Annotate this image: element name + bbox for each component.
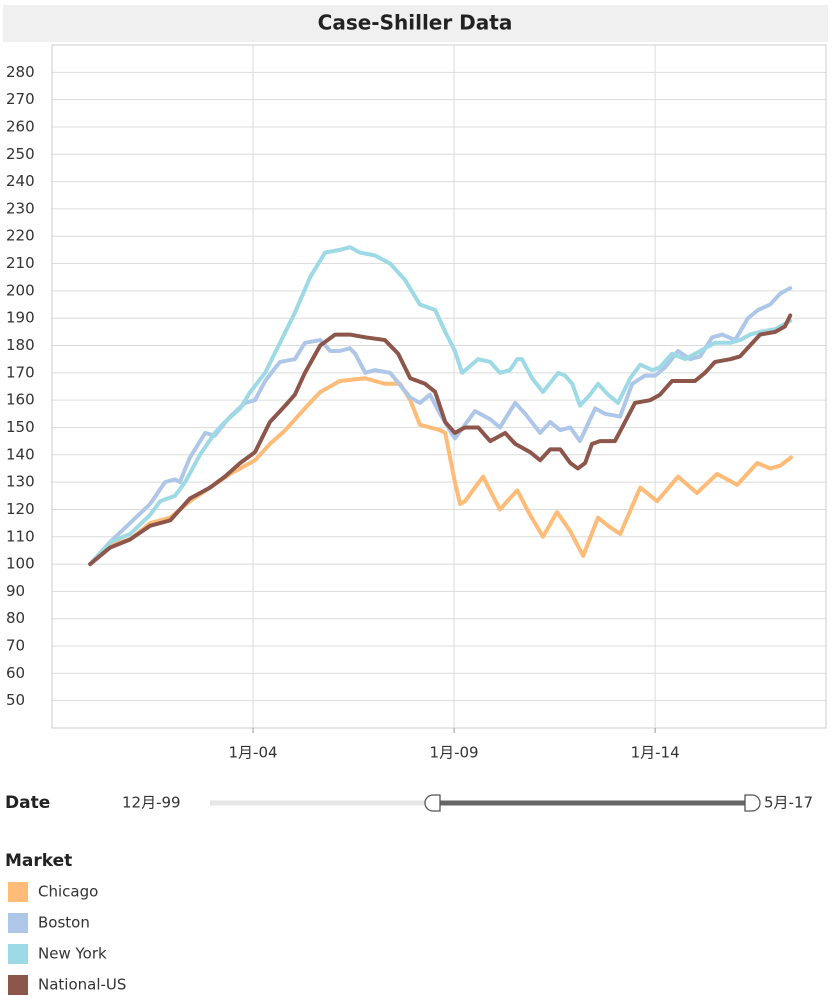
y-tick-label: 120 <box>6 500 35 518</box>
filter-min-label: 12月-99 <box>122 794 181 812</box>
series-line <box>88 313 793 567</box>
grid <box>52 45 826 728</box>
y-tick-label: 280 <box>6 63 35 81</box>
series-line <box>88 376 794 567</box>
y-tick-label: 200 <box>6 281 35 299</box>
y-tick-label: 80 <box>6 609 25 627</box>
y-tick-label: 60 <box>6 664 25 682</box>
y-tick-label: 130 <box>6 473 35 491</box>
legend-label: New York <box>38 945 107 963</box>
legend-title: Market <box>5 851 72 871</box>
y-tick-label: 220 <box>6 227 35 245</box>
title-bar <box>3 5 828 42</box>
legend-swatch <box>8 913 28 933</box>
y-tick-label: 210 <box>6 254 35 272</box>
y-tick-label: 70 <box>6 637 25 655</box>
slider-handle-right[interactable] <box>744 794 761 812</box>
y-tick-label: 110 <box>6 527 35 545</box>
x-tick-label: 1月-09 <box>430 744 479 762</box>
y-tick-label: 150 <box>6 418 35 436</box>
legend-swatch <box>8 882 28 902</box>
y-tick-label: 250 <box>6 145 35 163</box>
legend: Chicago Boston New York National-US <box>8 882 126 995</box>
plot-frame <box>51 44 827 729</box>
series-line <box>88 286 793 567</box>
y-tick-label: 190 <box>6 309 35 327</box>
y-tick-label: 50 <box>6 691 25 709</box>
legend-label: Chicago <box>38 883 98 901</box>
filter-label: Date <box>5 793 50 813</box>
y-tick-label: 230 <box>6 199 35 217</box>
legend-label: National-US <box>38 976 126 994</box>
y-tick-label: 160 <box>6 391 35 409</box>
y-tick-label: 100 <box>6 555 35 573</box>
y-tick-label: 140 <box>6 445 35 463</box>
legend-label: Boston <box>38 914 90 932</box>
y-tick-label: 270 <box>6 90 35 108</box>
y-tick-label: 240 <box>6 172 35 190</box>
x-tick-label: 1月-14 <box>631 744 680 762</box>
y-tick-label: 180 <box>6 336 35 354</box>
series-line <box>88 245 793 567</box>
axis-labels: 50 60 70 80 90 100 110 120 130 140 150 160 170 180 190… <box>6 63 680 762</box>
y-tick-label: 170 <box>6 363 35 381</box>
chart-title: Case-Shiller Data <box>318 11 513 35</box>
x-tick-label: 1月-04 <box>229 744 278 762</box>
filter-max-label: 5月-17 <box>764 794 813 812</box>
y-tick-label: 90 <box>6 582 25 600</box>
legend-swatch <box>8 975 28 995</box>
y-tick-label: 260 <box>6 117 35 135</box>
slider-handle-left[interactable] <box>424 794 441 812</box>
lines <box>88 245 794 567</box>
legend-swatch <box>8 944 28 964</box>
